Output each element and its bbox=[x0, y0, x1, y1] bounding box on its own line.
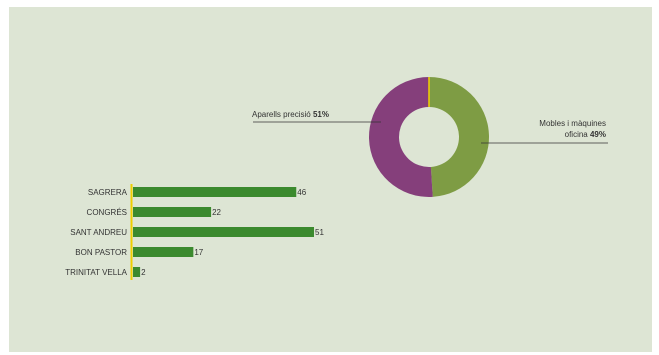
bar-category-label: SAGRERA bbox=[88, 188, 128, 197]
slice-label-mobles-line1: Mobles i màquines bbox=[539, 119, 606, 128]
chart-panel bbox=[9, 7, 652, 352]
slice-label-mobles-line2: oficina 49% bbox=[565, 130, 606, 139]
bar bbox=[133, 247, 194, 257]
bar bbox=[133, 227, 314, 237]
bar bbox=[133, 187, 297, 197]
bar-value-label: 51 bbox=[315, 228, 324, 237]
bar-category-label: CONGRÉS bbox=[87, 208, 127, 217]
bar bbox=[133, 207, 212, 217]
bar-category-label: BON PASTOR bbox=[75, 248, 127, 257]
bar-category-label: SANT ANDREU bbox=[70, 228, 127, 237]
bar-chart: SAGRERA 46 CONGRÉS 22 SANT ANDREU 51 BON PASTO… bbox=[65, 184, 324, 280]
donut-chart bbox=[369, 77, 490, 197]
donut-slice-0 bbox=[429, 77, 490, 197]
bar-value-label: 46 bbox=[297, 188, 306, 197]
bar-category-label: TRINITAT VELLA bbox=[65, 268, 127, 277]
bar bbox=[133, 267, 141, 277]
bar-value-label: 2 bbox=[141, 268, 146, 277]
slice-label-aparells: Aparells precisió 51% bbox=[252, 110, 329, 119]
bar-value-label: 22 bbox=[212, 208, 221, 217]
donut-slice-1 bbox=[369, 77, 433, 197]
bar-value-label: 17 bbox=[194, 248, 203, 257]
